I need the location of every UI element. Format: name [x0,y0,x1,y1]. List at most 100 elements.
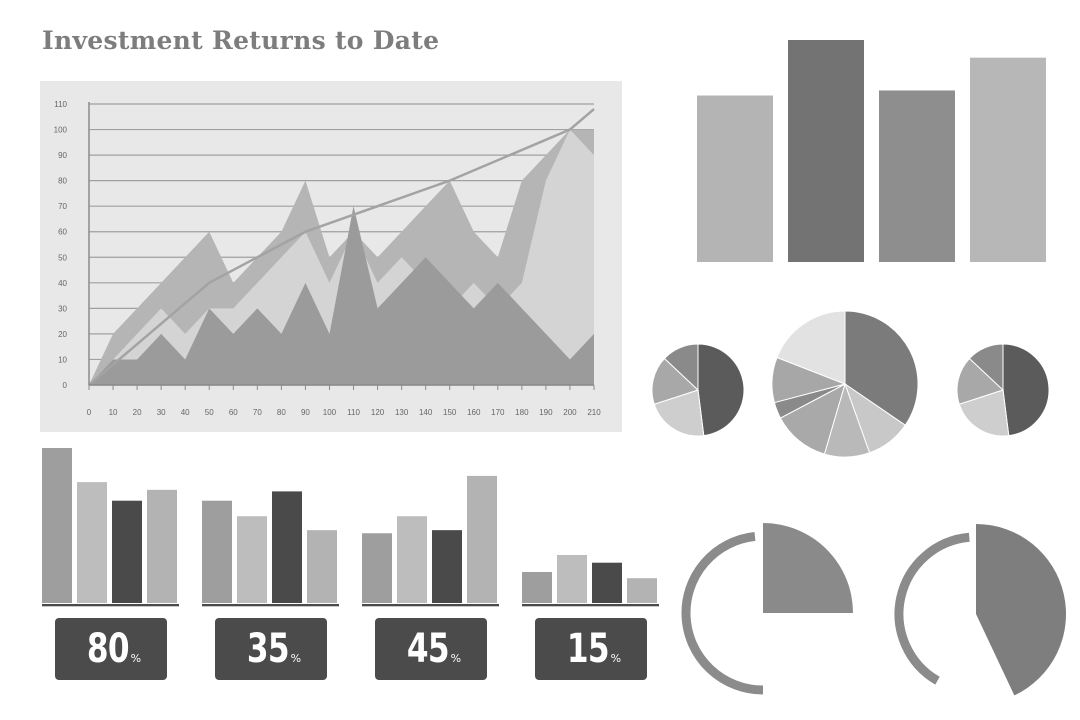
front-area-series [89,206,594,385]
bar [592,562,622,603]
pie-slice [663,343,699,392]
bar-baseline-shadow [42,606,179,607]
bar-group-4 [522,554,659,607]
x-tick-label: 200 [563,408,577,417]
gauge-slice [976,524,1067,696]
stat-value-4: 15 [566,626,610,672]
x-tick-label: 170 [491,408,505,417]
bar [467,475,497,603]
x-tick-label: 60 [229,408,238,417]
x-tick-label: 20 [133,408,142,417]
bar [147,489,177,603]
x-tick-label: 80 [277,408,286,417]
small-pie-left [651,343,745,437]
bar [432,530,462,603]
x-tick-label: 0 [87,408,92,417]
bar-baseline-shadow [362,606,499,607]
gauge-ring [681,531,764,695]
y-tick-label: 110 [54,100,67,109]
y-tick-label: 40 [58,279,67,288]
bar [112,500,142,603]
bar [77,482,107,603]
bar-baseline-shadow [522,606,659,607]
stat-box-1: 80% [55,618,167,680]
pie-slice [956,357,1004,405]
bar-group-1 [42,448,179,607]
x-tick-label: 100 [323,408,337,417]
y-tick-label: 20 [58,330,67,339]
pie-slice [958,389,1010,437]
gauge-slice [763,523,853,613]
x-tick-label: 130 [395,408,409,417]
y-tick-label: 50 [58,253,67,262]
stat-unit-1: % [130,652,142,665]
pie-slice [779,383,846,455]
small-pie-right [956,343,1050,437]
bar [397,516,427,603]
x-tick-label: 90 [301,408,310,417]
bar-baseline [202,604,339,606]
stat-value-3: 45 [406,626,450,672]
ring-gauge-right [894,524,1067,696]
big-bar-chart [697,40,1046,263]
bar [237,516,267,603]
x-tick-label: 210 [587,408,601,417]
y-tick-label: 30 [58,304,67,313]
pie-slice [844,310,919,426]
bar [557,554,587,603]
x-tick-label: 140 [419,408,433,417]
stat-box-3: 45% [375,618,487,680]
x-tick-label: 50 [205,408,214,417]
trend-line [88,108,595,386]
y-tick-label: 90 [58,151,67,160]
stat-box-4: 15% [535,618,647,680]
pie-slice [1002,343,1050,437]
x-tick-label: 150 [443,408,457,417]
stat-box-2: 35% [215,618,327,680]
x-tick-label: 160 [467,408,481,417]
bar [362,533,392,603]
bar [307,530,337,603]
x-tick-label: 190 [539,408,553,417]
bar-baseline [362,604,499,606]
stat-unit-3: % [450,652,462,665]
page-title: Investment Returns to Date [42,26,440,55]
stat-value-1: 80 [86,626,130,672]
y-tick-label: 10 [58,355,67,364]
x-tick-label: 120 [371,408,385,417]
bar [522,572,552,603]
x-tick-label: 40 [181,408,190,417]
bar-baseline [42,604,179,606]
x-tick-label: 110 [347,408,360,417]
stat-value-2: 35 [246,626,290,672]
area-chart: 0 10 20 30 40 50 60 70 80 90 100 110 0 10 20 30 40 50 60 70… [54,100,602,417]
stat-unit-4: % [610,652,622,665]
bar [970,57,1046,263]
pie-slice [776,310,846,385]
bar-group-3 [362,475,499,607]
bar [697,95,773,262]
y-tick-label: 70 [58,202,67,211]
y-tick-label: 0 [63,381,68,390]
y-tick-label: 80 [58,177,67,186]
pie-slice [968,343,1004,392]
bar [272,491,302,603]
x-tick-label: 180 [515,408,529,417]
pie-slice [653,389,705,437]
pie-slice [651,357,699,405]
stat-unit-2: % [290,652,302,665]
bar [202,500,232,603]
gauge-ring [894,532,970,685]
x-tick-label: 30 [157,408,166,417]
bar-group-2 [202,491,339,607]
pie-slice [697,343,745,437]
x-tick-label: 10 [109,408,118,417]
y-tick-label: 100 [54,126,68,135]
bar [879,90,955,262]
x-tick-label: 70 [253,408,262,417]
bar [627,578,657,603]
bar [42,448,72,603]
bar-baseline [522,604,659,606]
large-pie-center [771,310,919,458]
